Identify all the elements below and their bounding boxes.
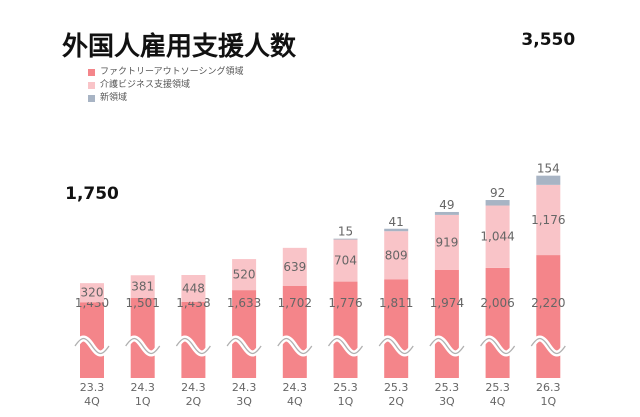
bar-segment-2-7 <box>434 211 459 215</box>
bar-segment-1-3 <box>232 259 257 291</box>
x-tick-label-quarter-7: 3Q <box>439 395 455 408</box>
legend-swatch-care <box>88 82 95 89</box>
value-label-2-8: 92 <box>490 186 505 200</box>
x-tick-label-quarter-3: 3Q <box>236 395 252 408</box>
total-label-9: 3,550 <box>521 30 575 50</box>
bar-segment-0-5 <box>333 281 358 378</box>
axis-break-squiggle-4 <box>277 337 313 355</box>
x-tick-label-year-1: 24.3 <box>130 381 155 394</box>
bar-segment-1-8 <box>485 205 510 268</box>
x-tick-label-quarter-9: 1Q <box>540 395 556 408</box>
legend: ファクトリーアウトソーシング領域 介護ビジネス支援領域 新領域 <box>88 66 243 105</box>
bar-segment-2-5 <box>333 238 358 240</box>
x-tick-label-year-7: 25.3 <box>435 381 460 394</box>
bar-segment-1-0 <box>80 283 104 303</box>
bar-segment-0-7 <box>434 269 459 378</box>
x-tick-label-year-0: 23.3 <box>80 381 105 394</box>
x-tick-label-quarter-1: 1Q <box>135 395 151 408</box>
value-label-0-4: 1,702 <box>278 296 312 310</box>
bar-segment-2-8 <box>485 200 510 206</box>
x-tick-label-year-2: 24.3 <box>181 381 206 394</box>
axis-break-squiggle-8 <box>480 337 516 355</box>
axis-break-squiggle-9 <box>530 337 566 355</box>
legend-swatch-new <box>88 95 95 102</box>
value-label-0-8: 2,006 <box>480 296 514 310</box>
value-label-1-9: 1,176 <box>531 213 565 227</box>
legend-item-care: 介護ビジネス支援領域 <box>88 79 243 92</box>
bar-segment-1-9 <box>536 184 561 256</box>
x-tick-label-year-5: 25.3 <box>333 381 358 394</box>
x-tick-label-quarter-2: 2Q <box>186 395 202 408</box>
value-label-2-5: 15 <box>338 225 353 239</box>
value-label-0-7: 1,974 <box>430 296 464 310</box>
value-label-1-6: 809 <box>385 248 408 262</box>
bar-segment-0-8 <box>485 267 510 378</box>
value-label-1-3: 520 <box>233 268 256 282</box>
value-label-1-0: 320 <box>81 286 104 300</box>
x-tick-label-quarter-8: 4Q <box>490 395 506 408</box>
value-label-1-1: 381 <box>131 280 154 294</box>
chart-title: 外国人雇用支援人数 <box>62 32 297 62</box>
value-label-0-5: 1,776 <box>328 296 362 310</box>
value-label-2-7: 49 <box>439 198 454 212</box>
axis-break-squiggle-5 <box>327 337 364 355</box>
value-label-0-3: 1,633 <box>227 296 261 310</box>
bar-segment-1-1 <box>130 275 155 299</box>
x-tick-label-quarter-4: 4Q <box>287 395 303 408</box>
value-label-2-9: 154 <box>537 162 560 176</box>
x-tick-label-year-9: 26.3 <box>536 381 561 394</box>
total-label-0: 1,750 <box>65 184 119 204</box>
legend-item-new: 新領域 <box>88 92 243 105</box>
x-tick-label-quarter-5: 1Q <box>338 395 354 408</box>
value-label-1-4: 639 <box>283 260 306 274</box>
axis-break-squiggle-3 <box>226 337 262 355</box>
legend-label-care: 介護ビジネス支援領域 <box>100 80 191 90</box>
bar-segment-1-5 <box>333 239 358 282</box>
value-label-2-6: 41 <box>389 215 404 229</box>
value-label-1-8: 1,044 <box>480 230 514 244</box>
value-label-0-9: 2,220 <box>531 296 565 310</box>
bar-segment-0-4 <box>282 286 307 378</box>
bar-segment-2-9 <box>536 175 561 185</box>
value-label-1-2: 448 <box>182 281 205 295</box>
bar-segment-0-9 <box>536 255 561 378</box>
axis-break-squiggle-2 <box>175 337 211 355</box>
value-label-1-5: 704 <box>334 254 357 268</box>
axis-break-squiggle-1 <box>125 337 161 355</box>
value-label-0-1: 1,501 <box>126 296 160 310</box>
legend-item-factory: ファクトリーアウトソーシング領域 <box>88 66 243 79</box>
x-tick-label-quarter-0: 4Q <box>84 395 100 408</box>
x-tick-label-year-8: 25.3 <box>485 381 510 394</box>
bar-segment-0-3 <box>232 290 257 378</box>
axis-break-squiggle-0 <box>74 337 110 355</box>
x-tick-label-year-6: 25.3 <box>384 381 409 394</box>
bar-segment-1-6 <box>384 231 409 280</box>
axis-break-squiggle-7 <box>429 337 465 355</box>
value-label-0-6: 1,811 <box>379 296 413 310</box>
legend-label-factory: ファクトリーアウトソーシング領域 <box>100 67 244 77</box>
bar-segment-1-7 <box>434 214 459 270</box>
value-label-1-7: 919 <box>435 235 458 249</box>
bar-segment-1-4 <box>282 247 307 287</box>
legend-label-new: 新領域 <box>100 93 128 103</box>
legend-swatch-factory <box>88 69 95 76</box>
bar-segment-2-6 <box>384 228 409 232</box>
x-tick-label-quarter-6: 2Q <box>388 395 404 408</box>
bar-segment-1-2 <box>181 275 206 302</box>
bar-segment-0-6 <box>384 279 409 378</box>
x-tick-label-year-3: 24.3 <box>232 381 257 394</box>
axis-break-squiggle-6 <box>378 337 414 355</box>
x-tick-label-year-4: 24.3 <box>283 381 308 394</box>
